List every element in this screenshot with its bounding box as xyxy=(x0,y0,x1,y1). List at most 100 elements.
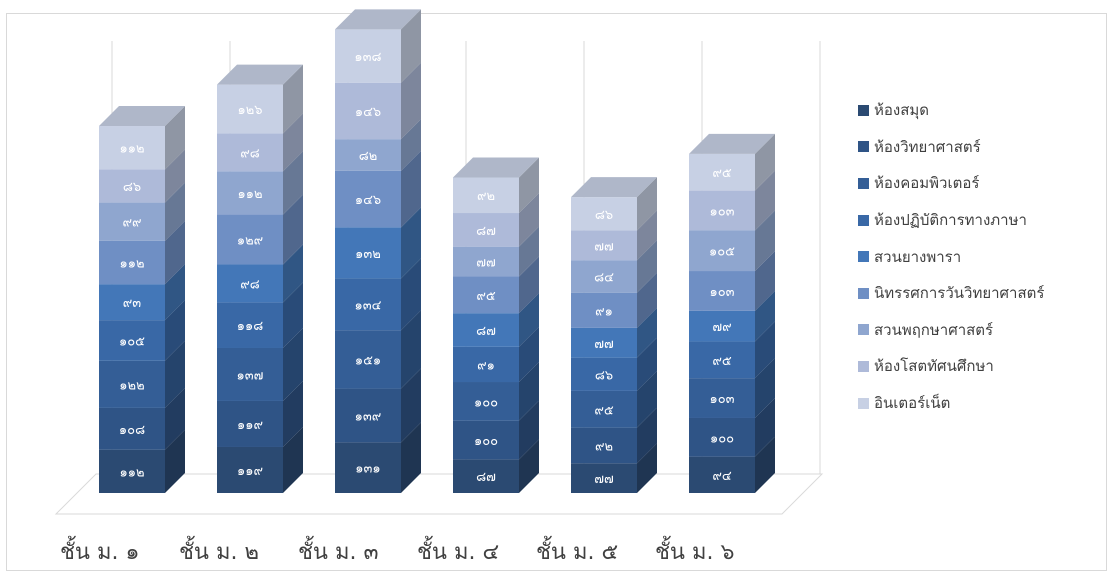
bar-segment-side xyxy=(283,282,303,348)
bar-segment-side xyxy=(165,300,185,361)
data-label: ๑๔๖ xyxy=(355,193,381,208)
bar-segment xyxy=(689,271,755,311)
bar-segment xyxy=(571,260,637,293)
bar-segment-side xyxy=(755,436,775,493)
bar-segment-side xyxy=(165,340,185,408)
bar-segment-side xyxy=(283,64,303,134)
bar-segment-side xyxy=(519,439,539,493)
legend-item: อินเตอร์เน็ต xyxy=(858,385,1108,422)
data-label: ๑๐๓ xyxy=(709,205,734,220)
bar-segment xyxy=(571,357,637,391)
data-label: ๑๐๐ xyxy=(710,431,734,446)
bar-segment-side xyxy=(401,119,421,171)
data-label: ๘๗ xyxy=(476,324,496,339)
legend-swatch xyxy=(858,177,869,189)
data-label: ๑๑๙ xyxy=(237,464,263,479)
data-label: ๑๑๒ xyxy=(237,187,262,202)
data-label: ๘๖ xyxy=(595,208,613,223)
bar-segment xyxy=(99,407,165,450)
bar-segment xyxy=(571,230,637,261)
bar-segment xyxy=(99,169,165,203)
bar-segment-side xyxy=(165,106,185,170)
data-label: ๘๖ xyxy=(595,368,613,383)
bar-segment xyxy=(453,313,519,347)
legend-label: สวนพฤกษาศาสตร์ xyxy=(874,320,994,339)
data-label: ๘๗ xyxy=(476,470,496,485)
data-label: ๙๙ xyxy=(122,216,141,231)
bar-segment xyxy=(689,153,755,191)
bar-segment-side xyxy=(283,244,303,303)
bar-segment-side xyxy=(637,210,657,261)
bar-segment-side xyxy=(283,113,303,172)
legend-label: ห้องสมุด xyxy=(874,101,930,120)
data-label: ๑๓๙ xyxy=(355,409,382,424)
legend-swatch xyxy=(858,287,869,299)
legend-swatch xyxy=(858,104,869,116)
bar-segment-side xyxy=(755,321,775,379)
bars-layer: ๑๑๒๑๐๘๑๒๒๑๐๕๙๓๑๑๒๙๙๘๖๑๑๒๑๑๙๑๑๙๑๓๗๑๑๘๙๘๑๒… xyxy=(99,9,775,493)
bar-segment xyxy=(453,276,519,314)
bar-segment-side xyxy=(165,429,185,493)
data-label: ๑๐๕ xyxy=(119,334,145,349)
chart-frame xyxy=(6,13,1107,571)
data-label: ๑๐๕ xyxy=(709,245,735,260)
data-label: ๗๗ xyxy=(594,472,614,487)
bar-segment xyxy=(335,388,401,443)
bar-segment-side xyxy=(401,207,421,279)
bar-segment xyxy=(335,278,401,331)
legend-label: ห้องคอมพิวเตอร์ xyxy=(874,174,980,193)
bar-top xyxy=(571,177,657,198)
bar-segment xyxy=(453,246,519,277)
bar-segment-side xyxy=(519,256,539,314)
bar-segment xyxy=(453,177,519,214)
bar-top xyxy=(453,157,539,178)
bar-segment xyxy=(217,264,283,303)
data-label: ๗๗ xyxy=(594,337,614,352)
bar-segment xyxy=(99,240,165,285)
bar-segment xyxy=(689,230,755,272)
bar-segment-side xyxy=(637,272,657,328)
data-label: ๙๒ xyxy=(595,439,613,454)
bar-segment-side xyxy=(637,337,657,391)
bar-segment-side xyxy=(165,182,185,241)
data-label: ๑๑๒ xyxy=(119,465,144,480)
data-label: ๘๒ xyxy=(359,149,378,164)
data-label: ๑๑๘ xyxy=(237,319,264,334)
bar-segment xyxy=(571,197,637,231)
bar-segment-side xyxy=(755,358,775,418)
bar-segment-side xyxy=(283,380,303,447)
data-label: ๘๖ xyxy=(123,180,141,195)
legend-label: อินเตอร์เน็ต xyxy=(874,394,951,413)
bar-segment-side xyxy=(519,193,539,247)
bar-segment-side xyxy=(755,251,775,311)
data-label: ๙๘ xyxy=(240,277,260,292)
data-label: ๙๓ xyxy=(123,296,142,311)
data-label: ๑๒๙ xyxy=(237,234,263,249)
bar-segment-side xyxy=(519,226,539,277)
legend-item: ห้องคอมพิวเตอร์ xyxy=(858,165,1108,202)
bar-segment xyxy=(689,341,755,379)
data-label: ๙๔ xyxy=(712,469,732,484)
bar-segment xyxy=(217,133,283,172)
bar-segment xyxy=(99,126,165,170)
bar-segment-side xyxy=(637,240,657,293)
data-label: ๑๑๒ xyxy=(119,257,144,272)
data-label: ๙๕ xyxy=(476,289,496,304)
data-label: ๙๑ xyxy=(595,304,613,319)
bar-segment xyxy=(335,139,401,171)
data-label: ๑๐๐ xyxy=(474,395,498,410)
data-label: ๑๒๖ xyxy=(237,103,262,118)
data-label: ๑๔๖ xyxy=(355,105,381,120)
legend-item: ห้องโสตทัศนศึกษา xyxy=(858,348,1108,385)
bar-segment-side xyxy=(519,293,539,347)
bar-segment-side xyxy=(401,422,421,493)
legend-label: นิทรรศการวันวิทยาศาสตร์ xyxy=(874,284,1045,303)
bar-segment-side xyxy=(165,220,185,285)
bar-segment-side xyxy=(283,151,303,215)
bar-segment xyxy=(335,442,401,493)
bar-segment xyxy=(689,190,755,231)
bar-segment-side xyxy=(401,258,421,331)
category-label: ชั้น ม. ๑ xyxy=(60,536,139,565)
bar-top xyxy=(99,106,185,127)
legend-item: ห้องปฏิบัติการทางภาษา xyxy=(858,202,1108,239)
